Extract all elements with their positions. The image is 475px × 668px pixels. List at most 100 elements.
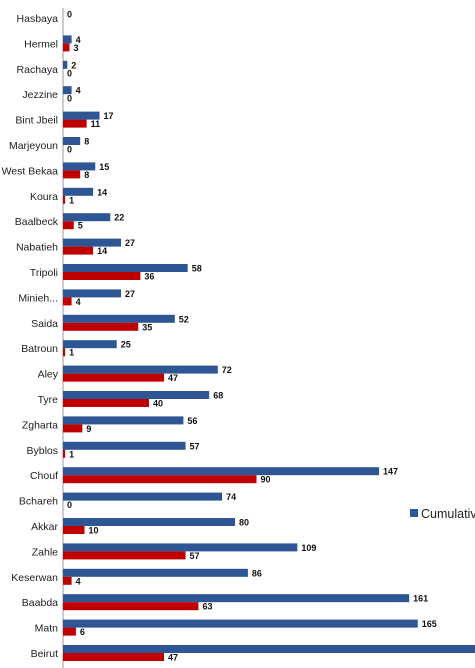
value-label-series-2-hermel: 3 — [73, 43, 78, 53]
bar-series-2-matn — [63, 627, 76, 636]
category-label-zahle: Zahle — [32, 546, 58, 558]
bar-series-2-west-bekaa — [63, 170, 81, 179]
value-label-series-2-rachaya: 0 — [67, 68, 72, 78]
category-label-hermel: Hermel — [24, 38, 58, 50]
bar-cumulative-chouf — [63, 467, 380, 476]
category-label-hasbaya: Hasbaya — [17, 13, 59, 25]
bar-cumulative-beirut — [63, 645, 475, 653]
value-label-series-2-byblos: 1 — [69, 449, 74, 459]
value-label-cumulative-bint-jbeil: 17 — [104, 111, 114, 121]
bar-cumulative-akkar — [63, 518, 235, 526]
legend-swatch-cumulative — [410, 509, 418, 517]
bar-series-2-batroun — [63, 348, 66, 357]
value-label-cumulative-baabda: 161 — [413, 594, 428, 604]
category-label-batroun: Batroun — [21, 343, 58, 355]
category-label-minieh: Minieh... — [18, 292, 58, 304]
value-label-cumulative-chouf: 147 — [383, 467, 398, 477]
value-label-series-2-batroun: 1 — [69, 348, 74, 358]
value-label-series-2-tyre: 40 — [153, 399, 163, 409]
category-label-west-bekaa: West Bekaa — [2, 165, 59, 177]
value-label-series-2-matn: 6 — [80, 627, 85, 637]
category-label-tripoli: Tripoli — [30, 267, 58, 279]
category-label-bint-jbeil: Bint Jbeil — [15, 115, 58, 127]
category-label-chouf: Chouf — [30, 470, 58, 482]
bar-series-2-akkar — [63, 526, 85, 534]
value-label-series-2-saida: 35 — [142, 322, 152, 332]
category-label-saida: Saida — [31, 318, 58, 330]
category-label-zgharta: Zgharta — [22, 419, 58, 431]
bar-cumulative-zahle — [63, 543, 298, 552]
category-label-jezzine: Jezzine — [22, 89, 58, 101]
bar-cumulative-keserwan — [63, 568, 248, 577]
bar-cumulative-byblos — [63, 441, 186, 450]
value-label-cumulative-akkar: 80 — [239, 518, 249, 528]
value-label-cumulative-koura: 14 — [97, 187, 107, 197]
value-labels: 0432040171180158141225271458362745235251… — [67, 10, 437, 663]
bar-cumulative-hermel — [63, 35, 72, 44]
bar-cumulative-jezzine — [63, 86, 72, 95]
bar-series-2-zahle — [63, 551, 186, 560]
value-label-cumulative-marjeyoun: 8 — [84, 137, 89, 147]
value-label-cumulative-tripoli: 58 — [192, 264, 202, 274]
value-label-series-2-chouf: 90 — [261, 475, 271, 485]
bar-series-2-nabatieh — [63, 246, 94, 255]
category-label-beirut: Beirut — [31, 648, 59, 660]
bar-cumulative-saida — [63, 314, 175, 323]
bar-cumulative-zgharta — [63, 416, 184, 425]
category-label-nabatieh: Nabatieh — [16, 242, 58, 254]
value-label-series-2-keserwan: 4 — [76, 576, 81, 586]
category-label-akkar: Akkar — [31, 521, 58, 533]
bar-series-2-baalbeck — [63, 221, 74, 230]
bar-series-2-byblos — [63, 449, 66, 458]
bar-series-2-beirut — [63, 653, 165, 661]
value-label-cumulative-tyre: 68 — [213, 391, 223, 401]
value-label-series-2-baabda: 63 — [202, 602, 212, 612]
value-label-cumulative-hermel: 4 — [76, 35, 81, 45]
category-labels: Hasbaya Hermel Rachaya Jezzine Bint Jbeil Mar… — [2, 13, 59, 660]
value-label-cumulative-matn: 165 — [422, 619, 437, 629]
bar-series-2-keserwan — [63, 576, 72, 585]
bar-cumulative-matn — [63, 619, 418, 628]
value-label-series-2-zgharta: 9 — [86, 424, 91, 434]
category-label-baabda: Baabda — [22, 597, 58, 609]
value-label-series-2-beirut: 47 — [168, 653, 178, 663]
bar-cumulative-bchareh — [63, 492, 223, 501]
bar-series-2-zgharta — [63, 424, 83, 433]
category-label-koura: Koura — [30, 191, 58, 203]
bar-series-2-hermel — [63, 43, 70, 52]
bar-series-2-koura — [63, 195, 66, 204]
bar-series-2-minieh — [63, 297, 72, 306]
value-label-cumulative-aley: 72 — [222, 365, 232, 375]
bar-series-2-baabda — [63, 602, 199, 611]
value-label-series-2-minieh: 4 — [76, 297, 81, 307]
value-label-series-2-akkar: 10 — [89, 526, 99, 536]
bar-cumulative-tripoli — [63, 264, 188, 272]
bar-cumulative-baabda — [63, 594, 410, 603]
category-label-tyre: Tyre — [38, 394, 59, 406]
value-label-series-2-baalbeck: 5 — [78, 221, 83, 231]
value-label-cumulative-jezzine: 4 — [76, 86, 81, 96]
bar-series-2-saida — [63, 322, 139, 331]
bar-cumulative-tyre — [63, 391, 210, 399]
value-label-series-2-tripoli: 36 — [144, 272, 154, 282]
bar-cumulative-nabatieh — [63, 238, 122, 247]
value-label-cumulative-bchareh: 74 — [226, 492, 236, 502]
category-label-byblos: Byblos — [26, 445, 58, 457]
bar-cumulative-aley — [63, 365, 218, 374]
bar-series-2-aley — [63, 373, 165, 382]
bar-cumulative-koura — [63, 187, 94, 196]
value-label-cumulative-baalbeck: 22 — [114, 213, 124, 223]
bar-cumulative-rachaya — [63, 60, 68, 69]
category-label-marjeyoun: Marjeyoun — [9, 140, 58, 152]
category-label-matn: Matn — [35, 623, 59, 635]
legend: Cumulative — [410, 507, 475, 521]
bar-cumulative-marjeyoun — [63, 137, 81, 145]
bar-cumulative-minieh — [63, 289, 122, 298]
bars-group — [63, 35, 475, 661]
value-label-cumulative-west-bekaa: 15 — [99, 162, 109, 172]
value-label-series-2-koura: 1 — [69, 195, 74, 205]
bar-cumulative-batroun — [63, 340, 117, 349]
legend-label-cumulative: Cumulative — [421, 507, 475, 521]
bar-series-2-bint-jbeil — [63, 119, 87, 128]
value-label-series-2-bchareh: 0 — [67, 500, 72, 510]
